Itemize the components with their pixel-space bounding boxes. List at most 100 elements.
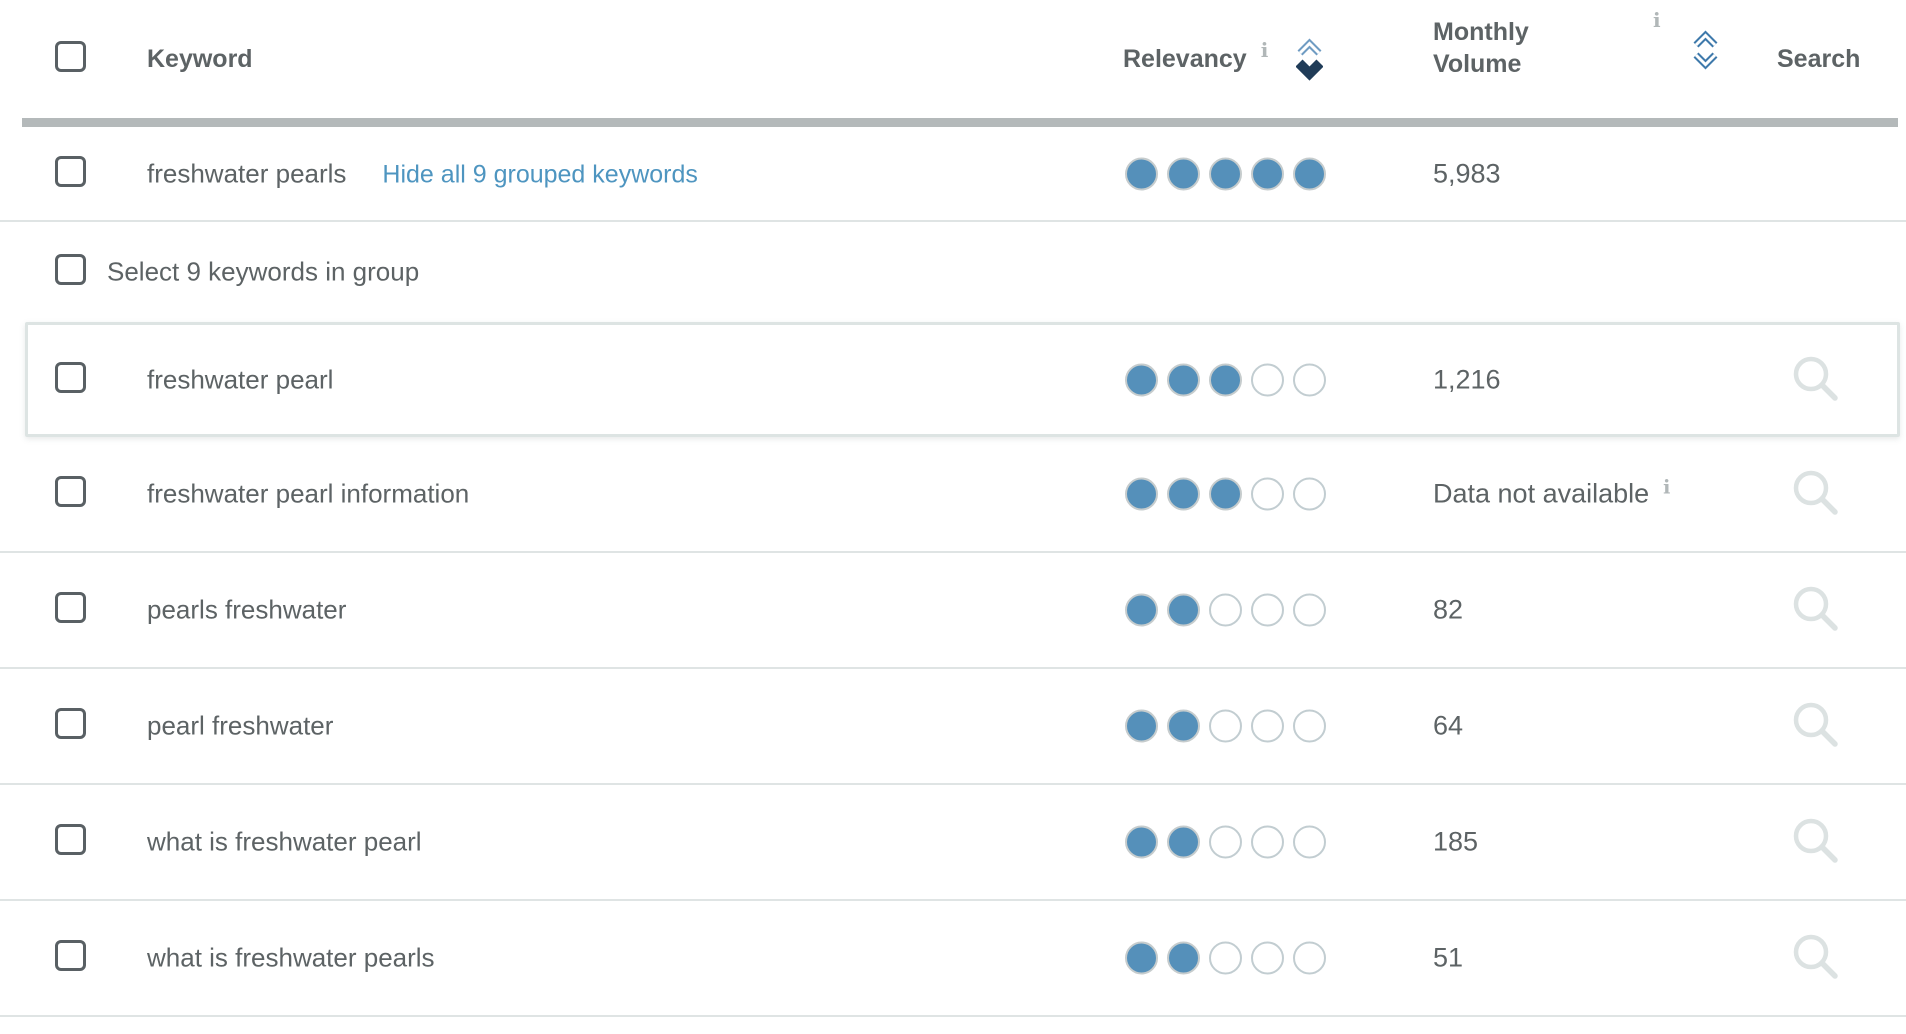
select-group-row: Select 9 keywords in group xyxy=(0,222,1906,322)
relevancy-dot-empty xyxy=(1209,709,1242,743)
table-header-row: Keyword Relevancy i Monthly Volume i Sea… xyxy=(0,0,1906,118)
relevancy-dot-empty xyxy=(1209,825,1242,859)
table-row: pearls freshwater 82 xyxy=(0,553,1906,669)
keyword-text: pearls freshwater xyxy=(147,594,347,625)
monthly-volume-value: 5,983 xyxy=(1433,158,1501,188)
keyword-rows: freshwater pearl 1,216 freshwater pearl … xyxy=(0,322,1906,1017)
relevancy-dot-filled xyxy=(1125,709,1158,743)
relevancy-dot-empty xyxy=(1251,709,1284,743)
relevancy-dot-filled xyxy=(1209,157,1242,190)
table-row: what is freshwater pearl 185 xyxy=(0,785,1906,901)
monthly-volume-text: Data not available xyxy=(1433,478,1650,509)
select-group-checkbox[interactable] xyxy=(55,254,86,285)
relevancy-dot-empty xyxy=(1293,593,1326,627)
select-group-label: Select 9 keywords in group xyxy=(107,256,420,287)
table-row: what is freshwater pearls 51 xyxy=(0,901,1906,1017)
relevancy-dot-filled xyxy=(1125,363,1158,396)
relevancy-dot-empty xyxy=(1293,477,1326,511)
relevancy-dot-filled xyxy=(1167,593,1200,627)
relevancy-dot-empty xyxy=(1293,363,1326,396)
keyword-text: what is freshwater pearls xyxy=(147,942,435,973)
relevancy-dot-filled xyxy=(1167,941,1200,975)
relevancy-dots xyxy=(1125,825,1326,859)
column-header-search: Search xyxy=(1777,44,1861,73)
relevancy-dot-empty xyxy=(1251,477,1284,511)
keyword-text: pearl freshwater xyxy=(147,710,334,741)
hide-grouped-keywords-link[interactable]: Hide all 9 grouped keywords xyxy=(382,160,698,188)
relevancy-dot-empty xyxy=(1209,593,1242,627)
info-icon[interactable]: i xyxy=(1653,8,1661,32)
search-icon xyxy=(1793,356,1838,401)
group-keyword-row: freshwater pearls Hide all 9 grouped key… xyxy=(0,127,1906,222)
row-checkbox[interactable] xyxy=(55,476,86,507)
select-all-checkbox[interactable] xyxy=(55,41,86,72)
relevancy-dots xyxy=(1125,157,1326,190)
table-row: freshwater pearl information Data not av… xyxy=(0,437,1906,553)
search-keyword-button[interactable] xyxy=(1790,467,1844,521)
row-checkbox[interactable] xyxy=(55,592,86,623)
search-icon xyxy=(1793,818,1838,863)
relevancy-dots xyxy=(1125,593,1326,627)
table-row: pearl freshwater 64 xyxy=(0,669,1906,785)
monthly-volume-value: Data not available i xyxy=(1433,476,1671,510)
search-keyword-button[interactable] xyxy=(1790,583,1844,637)
keyword-text: freshwater pearls xyxy=(147,158,347,188)
relevancy-dot-filled xyxy=(1125,477,1158,511)
relevancy-dot-filled xyxy=(1209,477,1242,511)
sort-control-monthly-volume-icon[interactable] xyxy=(1692,28,1719,74)
relevancy-dot-filled xyxy=(1167,363,1200,396)
relevancy-dots xyxy=(1125,363,1326,396)
info-icon[interactable]: i xyxy=(1663,476,1671,499)
search-icon xyxy=(1793,702,1838,747)
monthly-volume-value: 1,216 xyxy=(1433,364,1501,395)
search-icon xyxy=(1793,586,1838,631)
relevancy-dot-filled xyxy=(1251,157,1284,190)
row-checkbox[interactable] xyxy=(55,940,86,971)
relevancy-dot-filled xyxy=(1167,477,1200,511)
search-keyword-button[interactable] xyxy=(1790,815,1844,869)
monthly-volume-text: 82 xyxy=(1433,594,1464,625)
column-header-keyword: Keyword xyxy=(147,44,253,73)
relevancy-dots xyxy=(1125,709,1326,743)
header-divider xyxy=(22,118,1898,127)
search-keyword-button[interactable] xyxy=(1790,699,1844,753)
relevancy-dot-filled xyxy=(1125,593,1158,627)
sort-control-relevancy-icon[interactable] xyxy=(1296,36,1324,82)
search-keyword-button[interactable] xyxy=(1790,353,1844,407)
relevancy-dot-empty xyxy=(1293,825,1326,859)
relevancy-dot-filled xyxy=(1125,825,1158,859)
row-checkbox[interactable] xyxy=(55,824,86,855)
info-icon[interactable]: i xyxy=(1260,38,1269,62)
monthly-volume-text: 1,216 xyxy=(1433,364,1501,394)
search-keyword-button[interactable] xyxy=(1790,931,1844,985)
monthly-volume-value: 185 xyxy=(1433,827,1478,858)
relevancy-dot-empty xyxy=(1251,363,1284,396)
relevancy-dot-empty xyxy=(1293,941,1326,975)
search-icon xyxy=(1793,934,1838,979)
column-header-monthly-volume: Monthly Volume xyxy=(1433,18,1529,78)
relevancy-dot-empty xyxy=(1251,825,1284,859)
keyword-text: freshwater pearl xyxy=(147,364,334,394)
row-checkbox[interactable] xyxy=(55,361,86,393)
row-checkbox[interactable] xyxy=(55,708,86,739)
relevancy-dot-empty xyxy=(1251,593,1284,627)
relevancy-dot-filled xyxy=(1167,825,1200,859)
column-header-relevancy: Relevancy xyxy=(1123,44,1247,73)
relevancy-dot-filled xyxy=(1293,157,1326,190)
monthly-volume-value: 82 xyxy=(1433,595,1463,626)
search-icon xyxy=(1793,470,1838,515)
relevancy-dot-empty xyxy=(1251,941,1284,975)
relevancy-dots xyxy=(1125,941,1326,975)
table-row: freshwater pearl 1,216 xyxy=(0,322,1906,437)
relevancy-dot-empty xyxy=(1209,941,1242,975)
monthly-volume-text: 51 xyxy=(1433,942,1464,973)
monthly-volume-value: 51 xyxy=(1433,943,1463,974)
monthly-volume-text: 64 xyxy=(1433,710,1464,741)
row-checkbox[interactable] xyxy=(55,155,86,187)
relevancy-dot-filled xyxy=(1167,709,1200,743)
relevancy-dot-filled xyxy=(1209,363,1242,396)
keyword-text: what is freshwater pearl xyxy=(147,826,422,857)
relevancy-dot-empty xyxy=(1293,709,1326,743)
relevancy-dot-filled xyxy=(1167,157,1200,190)
